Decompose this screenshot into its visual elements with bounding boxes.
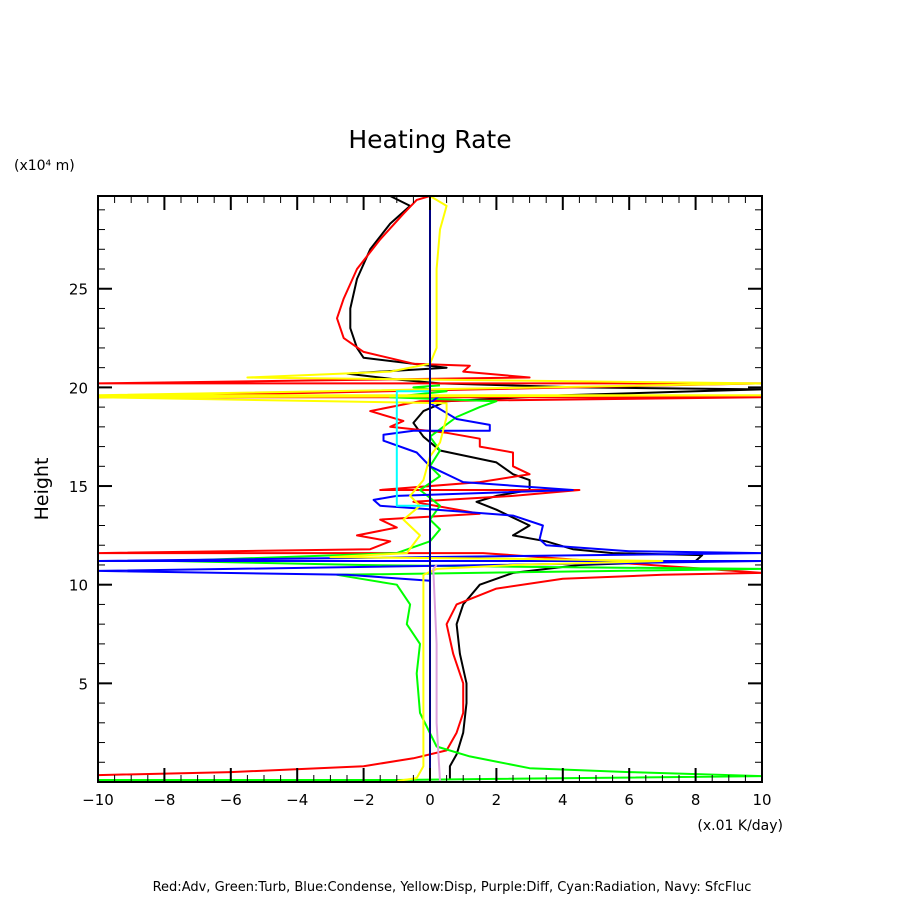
series-line-purple-diff (432, 564, 441, 782)
series-line-yellow-disp (98, 196, 762, 782)
x-tick-label: 0 (425, 791, 435, 809)
legend-text: Red:Adv, Green:Turb, Blue:Condense, Yell… (153, 880, 752, 895)
y-axis-label: Height (31, 458, 53, 521)
series-line-total (346, 196, 762, 780)
series-line-red-adv (98, 196, 762, 777)
x-tick-label: 8 (691, 791, 701, 809)
ticks-layer: −10 −8 −6 −4 −2 0 2 4 6 8 10 5 10 15 20 25 (69, 196, 772, 809)
x-tick-label: −10 (82, 791, 114, 809)
y-unit-label: (x10⁴ m) (14, 158, 75, 174)
series-layer (98, 196, 762, 782)
chart-title: Heating Rate (348, 125, 511, 154)
y-tick-label: 5 (78, 675, 88, 693)
plot-frame (97, 195, 763, 783)
x-tick-label: −6 (220, 791, 242, 809)
y-tick-label: 20 (69, 379, 88, 397)
x-tick-label: 10 (752, 791, 771, 809)
x-tick-label: −8 (153, 791, 175, 809)
x-axis-label: (x.01 K/day) (697, 818, 783, 834)
series-line-cyan-radiation (395, 390, 430, 507)
y-tick-label: 10 (69, 577, 88, 595)
y-tick-label: 15 (69, 478, 88, 496)
x-tick-label: 6 (624, 791, 634, 809)
x-tick-label: −4 (286, 791, 308, 809)
x-tick-label: −2 (353, 791, 375, 809)
y-tick-label: 25 (69, 281, 88, 299)
x-tick-label: 2 (492, 791, 502, 809)
x-tick-label: 4 (558, 791, 568, 809)
series-line-green-turb (98, 384, 762, 781)
